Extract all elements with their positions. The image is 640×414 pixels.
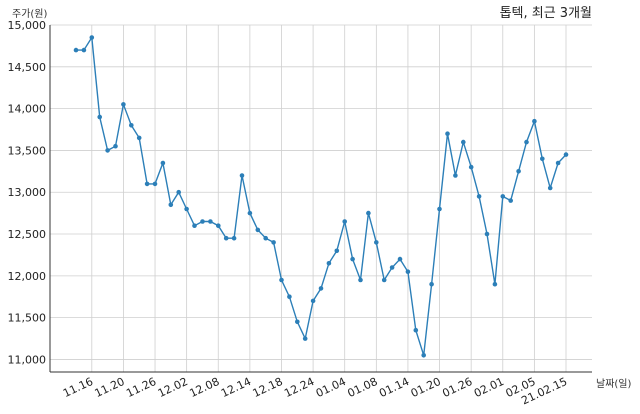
x-tick-label: 12.18 <box>251 375 285 400</box>
x-tick-label: 01.14 <box>377 375 411 400</box>
data-point <box>413 327 419 333</box>
y-tick-label: 14,500 <box>8 61 47 74</box>
data-point <box>381 277 387 283</box>
data-point <box>476 194 482 199</box>
data-point <box>445 131 450 136</box>
data-point <box>302 336 308 341</box>
data-point <box>508 198 513 203</box>
data-point <box>223 235 229 241</box>
data-point <box>271 240 276 245</box>
x-tick-label: 01.26 <box>440 375 474 400</box>
data-point <box>216 223 221 228</box>
x-tick-label: 11.20 <box>93 375 127 400</box>
data-point <box>366 210 371 216</box>
y-tick-label: 13,500 <box>8 144 47 157</box>
x-tick-label: 01.04 <box>314 375 348 400</box>
data-point <box>326 261 332 266</box>
x-tick-label: 12.02 <box>156 375 190 400</box>
data-point <box>374 240 379 245</box>
data-point <box>405 269 411 275</box>
data-point <box>176 189 181 195</box>
data-point <box>129 123 134 128</box>
data-point <box>287 294 292 300</box>
data-point <box>113 143 118 149</box>
data-point <box>310 298 316 304</box>
data-point <box>421 353 427 358</box>
data-point <box>342 219 348 224</box>
data-point <box>540 156 545 162</box>
y-tick-label: 11,500 <box>8 312 47 325</box>
y-tick-label: 13,000 <box>8 186 47 199</box>
data-point <box>279 277 284 283</box>
price-series <box>76 35 567 356</box>
data-point <box>468 164 474 170</box>
data-point <box>168 202 174 208</box>
data-point <box>492 281 498 287</box>
y-tick-labels: 11,000 11,500 12,000 12,500 13,000 13,500 14,0… <box>8 19 47 366</box>
data-point <box>152 181 158 187</box>
grid-lines <box>50 24 592 372</box>
y-axis-label: 주가(원) <box>12 8 48 20</box>
data-point <box>121 102 126 107</box>
data-point <box>524 139 529 145</box>
data-point <box>192 223 197 228</box>
x-tick-label: 01.20 <box>409 375 443 400</box>
y-tick-label: 14,000 <box>8 103 47 116</box>
data-point <box>208 219 213 224</box>
data-point <box>81 47 87 53</box>
x-tick-label: 11.16 <box>61 375 95 400</box>
y-tick-label: 12,500 <box>8 228 47 241</box>
data-point <box>231 235 237 241</box>
x-tick-label: 11.26 <box>124 375 158 400</box>
data-point <box>350 256 355 262</box>
data-point <box>389 265 395 270</box>
x-tick-label: 12.08 <box>187 375 221 400</box>
data-point <box>461 139 466 145</box>
data-point <box>555 160 561 166</box>
data-point <box>184 206 189 212</box>
axes <box>49 25 592 373</box>
data-point <box>200 219 205 224</box>
x-tick-label: 02.01 <box>472 375 506 400</box>
data-point <box>136 135 142 141</box>
price-points <box>73 35 569 358</box>
data-point <box>334 248 340 254</box>
data-point <box>105 148 110 153</box>
data-point <box>73 47 79 53</box>
data-point <box>247 210 253 216</box>
data-point <box>397 256 403 262</box>
x-tick-label: 12.24 <box>282 375 316 400</box>
data-point <box>318 286 324 291</box>
data-point <box>532 118 537 124</box>
data-point <box>89 35 95 40</box>
price-line <box>76 35 567 356</box>
data-point <box>453 173 458 178</box>
data-point <box>144 181 150 187</box>
x-tick-labels: 11.1611.2011.2612.0212.0812.1412.1812.24… <box>61 375 569 407</box>
y-tick-label: 12,000 <box>8 270 47 283</box>
y-tick-label: 11,000 <box>8 353 47 366</box>
data-point <box>263 235 269 241</box>
x-tick-label: 12.14 <box>219 375 253 400</box>
data-point <box>547 185 553 191</box>
data-point <box>255 227 261 233</box>
data-point <box>97 114 102 120</box>
x-tick-label: 01.08 <box>346 375 380 400</box>
chart-title: 톱텍, 최근 3개월 <box>500 6 592 21</box>
data-point <box>516 169 521 174</box>
data-point <box>500 194 506 199</box>
data-point <box>295 319 300 325</box>
data-point <box>429 281 434 287</box>
y-tick-label: 15,000 <box>8 19 47 32</box>
data-point <box>160 160 166 166</box>
data-point <box>563 152 569 157</box>
data-point <box>358 277 363 283</box>
data-point <box>239 173 245 178</box>
data-point <box>484 231 490 237</box>
data-point <box>437 206 442 212</box>
x-axis-label: 날짜(일) <box>596 378 632 390</box>
